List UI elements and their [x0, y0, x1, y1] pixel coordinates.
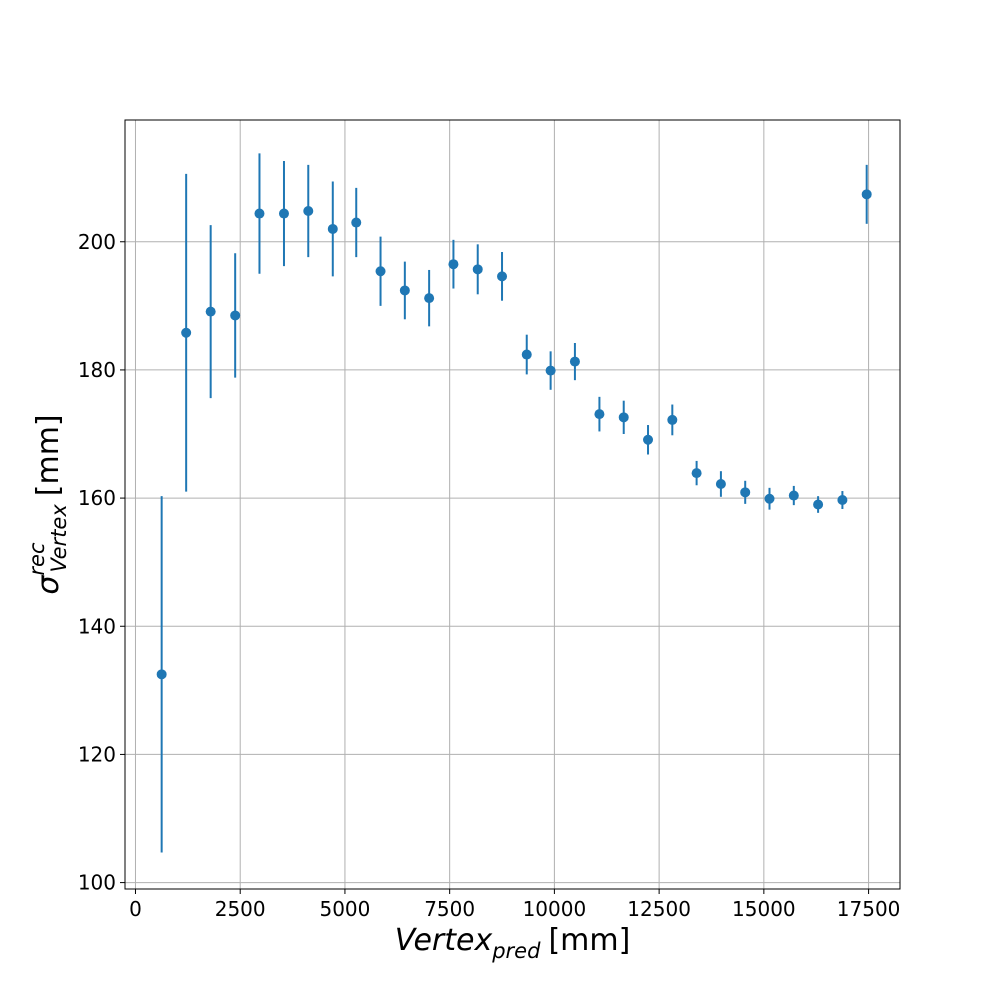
x-tick-label: 12500 [627, 897, 691, 921]
y-axis-label: σrecVertex [mm] [25, 414, 71, 594]
y-axis-label-unit: [mm] [31, 414, 66, 496]
data-point [764, 493, 775, 504]
data-point [278, 208, 289, 219]
x-axis-label-main: Vertex [395, 923, 493, 958]
y-tick-label: 200 [78, 230, 116, 254]
y-tick-label: 160 [78, 486, 116, 510]
plot-frame [124, 119, 901, 890]
data-point [448, 259, 459, 270]
data-point [303, 205, 314, 216]
y-tick-label: 120 [78, 742, 116, 766]
data-point [618, 412, 629, 423]
y-axis-label-superscript: rec [25, 542, 49, 576]
data-point [424, 293, 435, 304]
data-point [497, 271, 508, 282]
data-point [327, 223, 338, 234]
x-axis-label-subscript: pred [491, 939, 541, 963]
x-axis-label-unit: [mm] [548, 923, 630, 958]
data-point [254, 208, 265, 219]
data-point [351, 217, 362, 228]
x-tick-label: 17500 [837, 897, 901, 921]
data-point [569, 356, 580, 367]
data-point [740, 487, 751, 498]
x-tick-label: 2500 [215, 897, 266, 921]
data-point [594, 409, 605, 420]
x-tick-label: 5000 [319, 897, 370, 921]
data-point [813, 499, 824, 510]
x-tick-label: 0 [129, 897, 142, 921]
y-tick-label: 100 [78, 871, 116, 895]
data-point [181, 327, 192, 338]
y-tick-label: 180 [78, 358, 116, 382]
y-axis-label-subscript: Vertex [47, 504, 71, 573]
data-point [643, 434, 654, 445]
data-point [521, 349, 532, 360]
data-point [861, 189, 872, 200]
data-point [667, 414, 678, 425]
x-tick-label: 7500 [424, 897, 475, 921]
data-point [156, 669, 167, 680]
data-point [545, 365, 556, 376]
data-point [230, 310, 241, 321]
data-point [375, 266, 386, 277]
x-tick-label: 15000 [732, 897, 796, 921]
data-point [472, 264, 483, 275]
data-point [399, 285, 410, 296]
data-point [691, 468, 702, 479]
data-point [715, 478, 726, 489]
x-tick-label: 10000 [523, 897, 587, 921]
y-tick-label: 140 [78, 614, 116, 638]
tick-layer: 0 2500 5000 7500 10000 12500 15000 17500 100 120 1… [78, 230, 901, 921]
grid-layer [125, 120, 900, 889]
y-axis-label-main: σ [31, 575, 66, 595]
data-point [205, 306, 216, 317]
x-axis-label: Vertexpred [mm] [395, 923, 631, 963]
data-point [837, 495, 848, 506]
data-point [788, 490, 799, 501]
data-layer [156, 153, 872, 853]
